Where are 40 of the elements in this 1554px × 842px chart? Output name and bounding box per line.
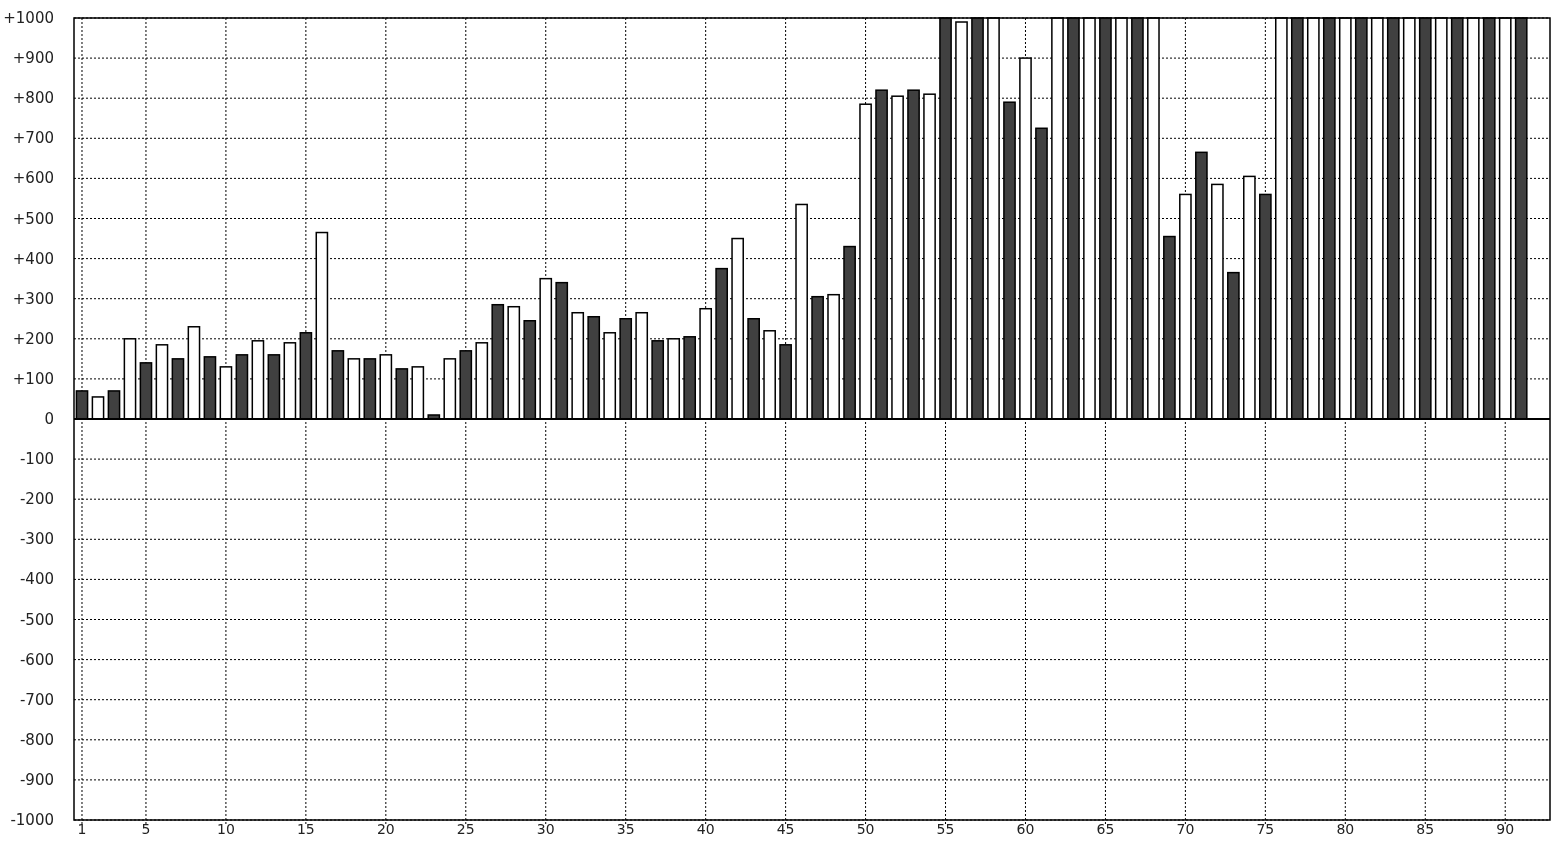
y-tick-label: -400 (19, 570, 54, 589)
x-tick-label: 10 (217, 821, 235, 837)
x-tick-label: 80 (1336, 821, 1355, 837)
y-tick-label: +100 (12, 369, 54, 388)
x-tick-label: 85 (1416, 821, 1435, 837)
y-tick-label: -300 (19, 530, 54, 549)
x-tick-label: 90 (1496, 821, 1515, 837)
y-tick-label: +200 (12, 329, 54, 348)
y-tick-label: -200 (19, 490, 54, 509)
x-tick-label: 45 (776, 821, 795, 837)
y-tick-label: 0 (44, 410, 54, 428)
x-tick-label: 20 (376, 821, 395, 837)
y-tick-label: +400 (12, 249, 54, 268)
y-tick-label: +900 (12, 49, 54, 68)
x-tick-label: 50 (856, 821, 875, 837)
x-tick-label: 35 (616, 821, 635, 837)
y-tick-label: +300 (12, 289, 54, 308)
y-tick-label: -500 (19, 610, 54, 629)
y-tick-label: -700 (19, 690, 54, 709)
x-tick-label: 1 (77, 821, 87, 837)
x-tick-label: 75 (1256, 821, 1275, 837)
y-tick-label: +600 (12, 169, 54, 188)
x-tick-label: 15 (296, 821, 315, 837)
y-tick-label: +800 (12, 89, 54, 108)
y-tick-label: +700 (12, 129, 54, 148)
x-tick-label: 5 (141, 821, 151, 837)
y-tick-label: -800 (19, 730, 54, 749)
x-tick-label: 25 (456, 821, 475, 837)
x-tick-label: 55 (936, 821, 955, 837)
y-tick-label: -100 (19, 450, 54, 469)
y-tick-label: +500 (12, 209, 54, 228)
x-tick-label: 65 (1096, 821, 1115, 837)
y-tick-label: -900 (19, 770, 54, 789)
y-tick-label: -1000 (10, 811, 54, 829)
y-tick-label: -600 (19, 650, 54, 669)
x-tick-label: 70 (1176, 821, 1195, 837)
x-tick-label: 30 (536, 821, 555, 837)
x-tick-label: 60 (1016, 821, 1035, 837)
x-tick-label: 40 (696, 821, 715, 837)
y-tick-label: +1000 (3, 9, 54, 27)
